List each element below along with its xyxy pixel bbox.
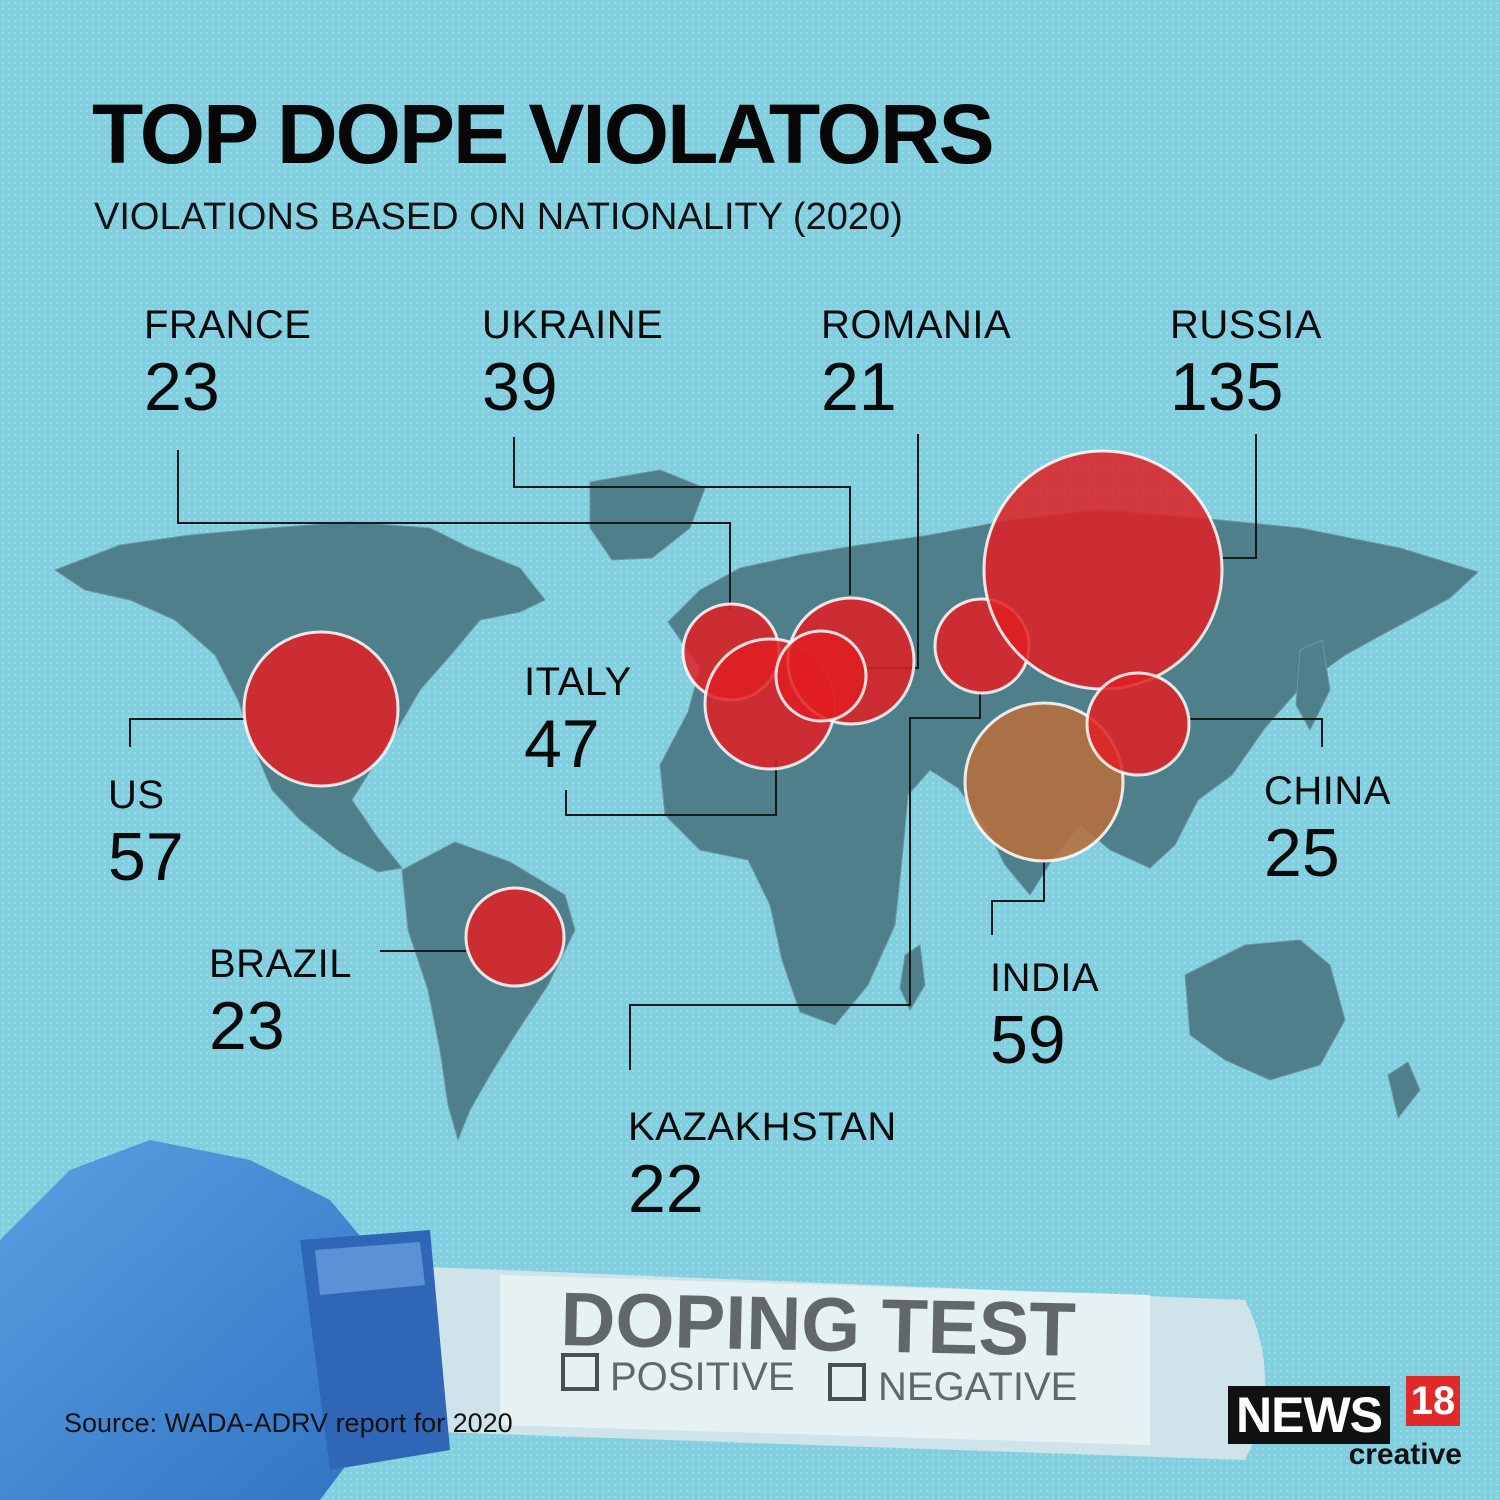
tube-label-positive: POSITIVE	[610, 1355, 795, 1399]
bubble-russia	[982, 449, 1224, 691]
bubble-us	[242, 630, 400, 788]
label-us: US 57	[108, 775, 184, 891]
bubble-romania	[774, 629, 868, 723]
leader-line-russia	[1222, 434, 1257, 559]
australia-shape	[1184, 939, 1346, 1081]
leader-line-india	[991, 861, 1045, 935]
leader-line-italy	[565, 760, 777, 816]
tube-cap-highlight	[315, 1242, 425, 1295]
tube-label-negative: NEGATIVE	[878, 1365, 1077, 1409]
bubble-china	[1085, 671, 1191, 777]
leader-line-us	[129, 718, 245, 747]
source-note: Source: WADA-ADRV report for 2020	[64, 1408, 513, 1438]
chart-title: TOP DOPE VIOLATORS	[92, 87, 995, 181]
brand-number: 18	[1406, 1376, 1460, 1426]
label-ukraine: UKRAINE 39	[482, 305, 663, 421]
news18-logo: NEWS 18 creative	[1228, 1376, 1464, 1476]
leader-lines	[129, 434, 1323, 1070]
label-india: INDIA 59	[990, 958, 1099, 1074]
country-value-ukraine: 39	[482, 349, 558, 425]
label-romania: ROMANIA 21	[821, 305, 1011, 421]
country-name-kazakhstan: KAZAKHSTAN	[628, 1105, 897, 1149]
country-name-us: US	[108, 773, 165, 817]
positive-checkbox	[561, 1353, 599, 1391]
new-zealand-shape	[1387, 1061, 1421, 1120]
chart-subtitle: VIOLATIONS BASED ON NATIONALITY (2020)	[94, 196, 903, 238]
japan-shape	[1295, 639, 1331, 732]
leader-line-france	[177, 450, 731, 610]
label-kazakhstan: KAZAKHSTAN 22	[628, 1107, 897, 1223]
greenland-shape	[589, 469, 706, 561]
country-value-russia: 135	[1170, 349, 1284, 425]
country-value-kazakhstan: 22	[628, 1151, 704, 1227]
country-name-china: CHINA	[1264, 769, 1391, 813]
country-name-france: FRANCE	[144, 303, 312, 347]
country-value-france: 23	[144, 349, 220, 425]
country-value-china: 25	[1264, 815, 1340, 891]
bubble-brazil	[464, 886, 566, 988]
country-name-russia: RUSSIA	[1170, 303, 1322, 347]
country-name-india: INDIA	[990, 956, 1100, 1000]
country-value-india: 59	[990, 1002, 1066, 1078]
country-name-brazil: BRAZIL	[209, 942, 353, 986]
negative-checkbox	[828, 1363, 866, 1401]
leader-line-china	[1190, 718, 1323, 747]
label-italy: ITALY 47	[524, 662, 632, 778]
tube-label-title: DOPING TEST	[560, 1277, 1077, 1373]
bubbles	[242, 449, 1224, 988]
test-tube-graphic	[0, 1140, 1265, 1500]
brand-tagline: creative	[1348, 1438, 1462, 1471]
label-france: FRANCE 23	[144, 305, 311, 421]
country-name-ukraine: UKRAINE	[482, 303, 664, 347]
tube-label-area	[500, 1275, 1150, 1445]
country-name-romania: ROMANIA	[821, 303, 1012, 347]
label-brazil: BRAZIL 23	[209, 944, 352, 1060]
label-china: CHINA 25	[1264, 771, 1391, 887]
bubble-india	[963, 701, 1125, 863]
country-name-italy: ITALY	[524, 660, 632, 704]
country-value-romania: 21	[821, 349, 897, 425]
country-value-brazil: 23	[209, 988, 285, 1064]
brand-name: NEWS	[1228, 1386, 1390, 1444]
madagascar-shape	[899, 944, 926, 1012]
label-russia: RUSSIA 135	[1170, 305, 1322, 421]
country-value-us: 57	[108, 819, 184, 895]
country-value-italy: 47	[524, 706, 600, 782]
glove-shape	[0, 1140, 400, 1500]
leader-line-ukraine	[513, 437, 851, 595]
leader-line-kazakhstan	[629, 690, 981, 1070]
